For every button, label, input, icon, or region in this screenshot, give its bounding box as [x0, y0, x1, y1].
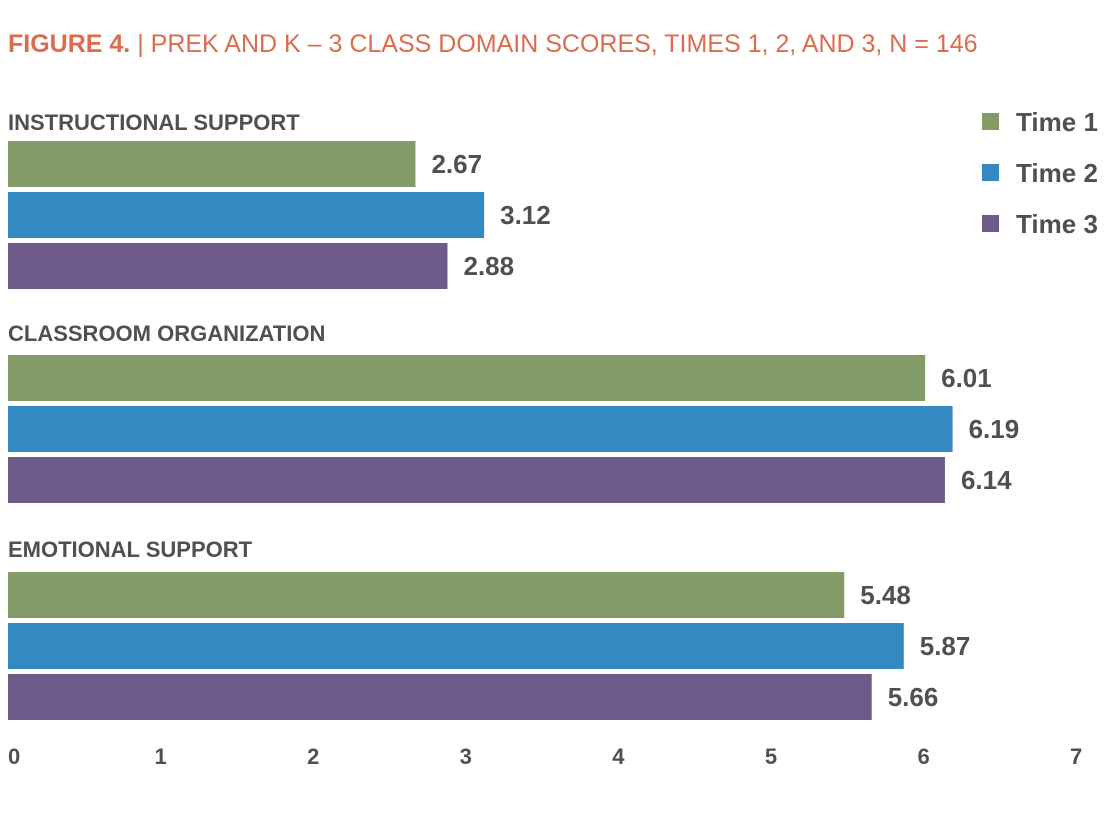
value-label-instructional-support-time-3: 2.88 — [463, 251, 514, 281]
bar-emotional-support-time-3 — [8, 674, 872, 720]
value-label-classroom-organization-time-1: 6.01 — [941, 363, 992, 393]
value-label-emotional-support-time-2: 5.87 — [920, 631, 971, 661]
legend-label-time-3: Time 3 — [1016, 209, 1098, 239]
x-tick-label-2: 2 — [307, 744, 319, 769]
legend-swatch-time-3 — [982, 215, 999, 232]
legend-label-time-1: Time 1 — [1016, 107, 1098, 137]
x-tick-label-4: 4 — [612, 744, 625, 769]
bar-classroom-organization-time-3 — [8, 457, 945, 503]
bar-classroom-organization-time-1 — [8, 355, 926, 401]
bar-instructional-support-time-3 — [8, 243, 448, 289]
x-tick-label-1: 1 — [154, 744, 166, 769]
bar-emotional-support-time-1 — [8, 572, 845, 618]
value-label-emotional-support-time-1: 5.48 — [860, 580, 911, 610]
legend: Time 1 Time 2 Time 3 — [982, 107, 1098, 239]
value-label-instructional-support-time-2: 3.12 — [500, 200, 551, 230]
legend-swatch-time-2 — [982, 164, 999, 181]
figure-label: FIGURE 4. — [8, 30, 131, 58]
category-label-instructional-support: INSTRUCTIONAL SUPPORT — [8, 110, 300, 135]
value-label-classroom-organization-time-3: 6.14 — [961, 465, 1012, 495]
value-label-emotional-support-time-3: 5.66 — [888, 682, 939, 712]
bar-instructional-support-time-1 — [8, 141, 416, 187]
figure-title: FIGURE 4. | PREK AND K – 3 CLASS DOMAIN … — [8, 30, 978, 59]
bar-emotional-support-time-2 — [8, 623, 904, 669]
bar-instructional-support-time-2 — [8, 192, 485, 238]
x-tick-label-7: 7 — [1070, 744, 1082, 769]
labels-layer: INSTRUCTIONAL SUPPORT 2.67 3.12 2.88 CLASSRO… — [8, 110, 1019, 712]
category-label-emotional-support: EMOTIONAL SUPPORT — [8, 537, 253, 562]
figure-title-separator: | — [130, 30, 151, 58]
bars-layer — [8, 141, 953, 720]
x-tick-label-3: 3 — [460, 744, 472, 769]
bar-classroom-organization-time-2 — [8, 406, 953, 452]
value-label-instructional-support-time-1: 2.67 — [431, 149, 482, 179]
x-axis: 0 1 2 3 4 5 6 7 — [8, 744, 1082, 769]
legend-swatch-time-1 — [982, 113, 999, 130]
category-label-classroom-organization: CLASSROOM ORGANIZATION — [8, 321, 325, 346]
x-tick-label-6: 6 — [917, 744, 929, 769]
figure-title-text: PREK AND K – 3 CLASS DOMAIN SCORES, TIME… — [150, 30, 978, 58]
x-tick-label-0: 0 — [8, 744, 20, 769]
value-label-classroom-organization-time-2: 6.19 — [969, 414, 1020, 444]
legend-label-time-2: Time 2 — [1016, 158, 1098, 188]
x-tick-label-5: 5 — [765, 744, 777, 769]
